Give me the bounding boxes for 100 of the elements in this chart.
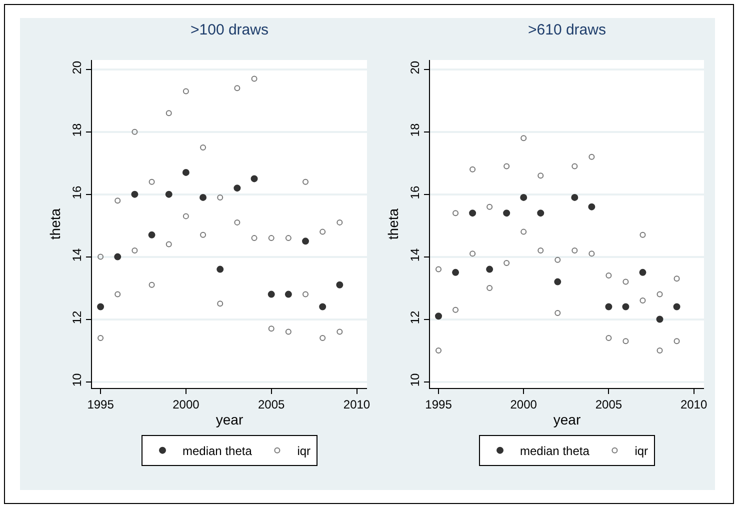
point [588,154,595,160]
point [302,291,309,298]
y-axis-title: theta [384,208,401,240]
point [486,285,493,292]
point [250,175,258,182]
point [319,303,326,310]
legend-label: median theta [520,444,590,458]
point [302,238,310,245]
point [452,268,460,276]
point [131,190,138,198]
point [436,348,442,354]
point [452,306,459,313]
y-tick-label: 14 [408,248,422,262]
y-tick-label: 18 [70,123,84,137]
point [148,178,155,185]
point [674,338,680,344]
point [336,281,344,288]
point [470,166,476,172]
point [537,210,544,217]
point [284,290,292,298]
x-tick-label: 2010 [343,397,370,412]
point [554,310,561,316]
point [538,172,544,179]
point [452,210,459,216]
point [320,228,326,235]
point [554,278,562,286]
point [622,303,630,310]
point [148,231,156,238]
x-axis-title: year [553,412,581,428]
point [268,326,274,332]
point [572,248,578,254]
point [538,248,544,254]
point [200,144,206,150]
point [656,316,664,323]
y-tick-label: 10 [70,372,84,387]
point [640,232,646,238]
y-tick-label: 12 [408,310,422,324]
y-tick-label: 20 [408,60,422,74]
point [132,128,138,135]
y-tick-label: 14 [70,248,84,262]
point [302,178,309,185]
point [336,328,343,335]
point [114,291,121,298]
point [98,254,104,260]
point [132,248,138,254]
point [554,256,561,263]
y-tick-label: 18 [408,123,422,137]
point [656,348,663,354]
point [571,194,578,201]
point [639,268,646,276]
point [606,272,612,279]
point [114,253,122,260]
point [285,328,292,335]
y-axis-title: theta [46,208,63,240]
x-tick-label: 2005 [595,397,622,412]
legend-label: iqr [297,444,311,458]
legend-label: iqr [634,444,648,458]
point [166,110,172,116]
point [114,198,121,204]
point [285,235,292,242]
point [234,85,240,92]
point [486,204,493,210]
point [622,278,629,285]
point [606,335,612,342]
point [200,194,207,201]
point [234,219,240,226]
point [622,338,629,344]
point [268,290,275,298]
point [469,210,476,217]
point [251,76,258,82]
point [268,235,274,242]
point [588,203,596,210]
point [435,312,442,320]
point [504,163,510,170]
point [97,303,104,310]
point [674,276,680,282]
point [216,266,224,273]
x-tick-label: 2005 [258,397,286,412]
point [605,303,612,310]
point [673,303,680,310]
point [640,298,646,304]
point [182,168,190,176]
x-tick-label: 2000 [172,397,200,412]
chart-title: >610 draws [528,22,606,38]
point [98,335,104,342]
point [436,266,442,272]
point [470,250,476,257]
point [504,260,510,266]
y-tick-label: 10 [408,372,422,387]
y-tick-label: 20 [70,60,84,74]
point [234,184,241,192]
point [336,219,343,226]
point [200,232,206,238]
x-tick-label: 1995 [87,397,114,412]
point [217,194,224,200]
point [182,213,189,220]
chart-title: >100 draws [190,22,268,38]
point [572,163,578,170]
point [251,235,258,242]
point [165,190,172,198]
